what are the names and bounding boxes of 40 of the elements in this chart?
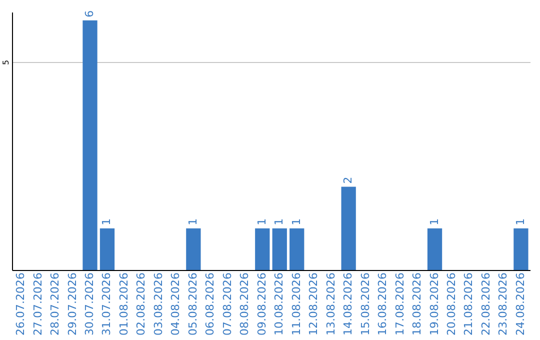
data-label: 1 xyxy=(100,218,114,226)
x-tick-label: 18.08.2026 xyxy=(410,272,424,336)
x-tick-label: 13.08.2026 xyxy=(324,272,338,336)
data-label: 1 xyxy=(272,218,286,226)
x-tick-label: 10.08.2026 xyxy=(272,272,286,336)
x-tick-label: 12.08.2026 xyxy=(307,272,320,336)
x-tick-label: 01.08.2026 xyxy=(117,272,130,336)
x-tick-label: 11.08.2026 xyxy=(290,272,303,336)
x-tick-label: 23.08.2026 xyxy=(496,272,510,336)
x-tick-label: 17.08.2026 xyxy=(393,272,406,336)
y-tick-label: 5 xyxy=(2,60,10,65)
x-tick-label: 15.08.2026 xyxy=(358,272,372,336)
x-tick-label: 04.08.2026 xyxy=(169,272,182,336)
data-label: 1 xyxy=(514,218,527,226)
x-tick-label: 16.08.2026 xyxy=(376,272,390,336)
x-tick-label: 20.08.2026 xyxy=(445,272,458,336)
x-tick-label: 14.08.2026 xyxy=(342,272,355,336)
x-tick-label: 28.07.2026 xyxy=(48,272,62,336)
x-tick-label: 19.08.2026 xyxy=(428,272,441,336)
x-tick-label: 08.08.2026 xyxy=(238,272,252,336)
x-tick-label: 03.08.2026 xyxy=(152,272,165,336)
x-tick-label: 02.08.2026 xyxy=(134,272,148,336)
data-label: 1 xyxy=(255,218,268,226)
x-tick-label: 27.07.2026 xyxy=(31,272,44,336)
data-label: 2 xyxy=(342,176,355,184)
x-tick-label: 05.08.2026 xyxy=(186,272,200,336)
x-tick-label: 26.07.2026 xyxy=(14,272,28,336)
x-tick-label: 09.08.2026 xyxy=(255,272,268,336)
x-tick-label: 29.07.2026 xyxy=(66,272,79,336)
data-label: 6 xyxy=(83,10,96,18)
data-label: 1 xyxy=(428,218,441,226)
x-tick-label: 21.08.2026 xyxy=(462,272,476,336)
data-label: 1 xyxy=(186,218,200,226)
x-tick-label: 30.07.2026 xyxy=(83,272,96,336)
x-tick-label: 31.07.2026 xyxy=(100,272,114,336)
x-tick-label: 22.08.2026 xyxy=(479,272,492,336)
x-tick-label: 07.08.2026 xyxy=(220,272,234,336)
x-tick-label: 24.08.2026 xyxy=(514,272,527,336)
x-tick-label: 06.08.2026 xyxy=(204,272,217,336)
data-label: 1 xyxy=(290,218,303,226)
